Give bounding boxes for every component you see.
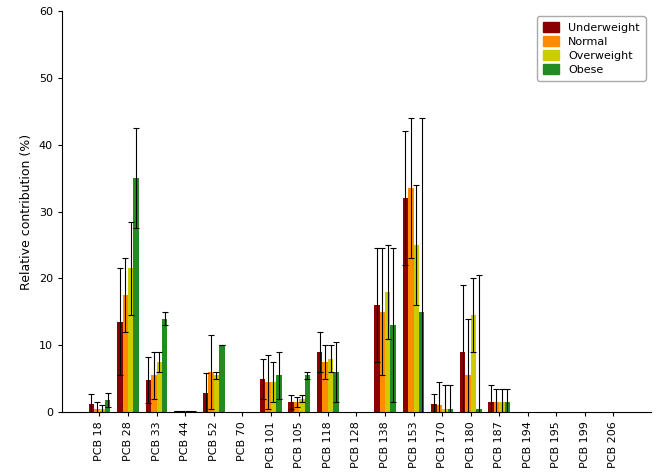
Bar (174, 411, 180, 412)
Bar (89, 404, 94, 412)
Bar (162, 319, 167, 412)
Bar (122, 295, 128, 412)
Bar (271, 382, 276, 412)
Bar (505, 402, 510, 412)
Bar (476, 409, 482, 412)
Bar (494, 402, 499, 412)
Bar (288, 402, 294, 412)
Bar (385, 292, 390, 412)
Bar (191, 411, 196, 412)
Bar (413, 245, 419, 412)
Bar (390, 325, 396, 412)
Bar (214, 375, 219, 412)
Bar (299, 399, 305, 412)
Bar (99, 409, 105, 412)
Legend: Underweight, Normal, Overweight, Obese: Underweight, Normal, Overweight, Obese (537, 17, 645, 81)
Bar (499, 402, 505, 412)
Bar (403, 198, 408, 412)
Bar (157, 362, 162, 412)
Bar (276, 375, 282, 412)
Bar (180, 411, 185, 412)
Bar (208, 372, 214, 412)
Bar (460, 352, 465, 412)
Bar (151, 375, 157, 412)
Bar (442, 409, 447, 412)
Y-axis label: Relative contribution (%): Relative contribution (%) (20, 133, 33, 290)
Bar (260, 379, 265, 412)
Bar (431, 404, 437, 412)
Bar (105, 400, 111, 412)
Bar (380, 312, 385, 412)
Bar (294, 402, 299, 412)
Bar (219, 345, 224, 412)
Bar (305, 375, 310, 412)
Bar (419, 312, 424, 412)
Bar (437, 406, 442, 412)
Bar (328, 359, 334, 412)
Bar (128, 268, 134, 412)
Bar (488, 402, 494, 412)
Bar (185, 411, 191, 412)
Bar (374, 305, 380, 412)
Bar (134, 178, 139, 412)
Bar (465, 375, 470, 412)
Bar (334, 372, 339, 412)
Bar (145, 380, 151, 412)
Bar (203, 393, 208, 412)
Bar (447, 409, 453, 412)
Bar (265, 382, 271, 412)
Bar (408, 188, 413, 412)
Bar (117, 322, 122, 412)
Bar (94, 409, 99, 412)
Bar (322, 362, 328, 412)
Bar (317, 352, 322, 412)
Bar (470, 315, 476, 412)
